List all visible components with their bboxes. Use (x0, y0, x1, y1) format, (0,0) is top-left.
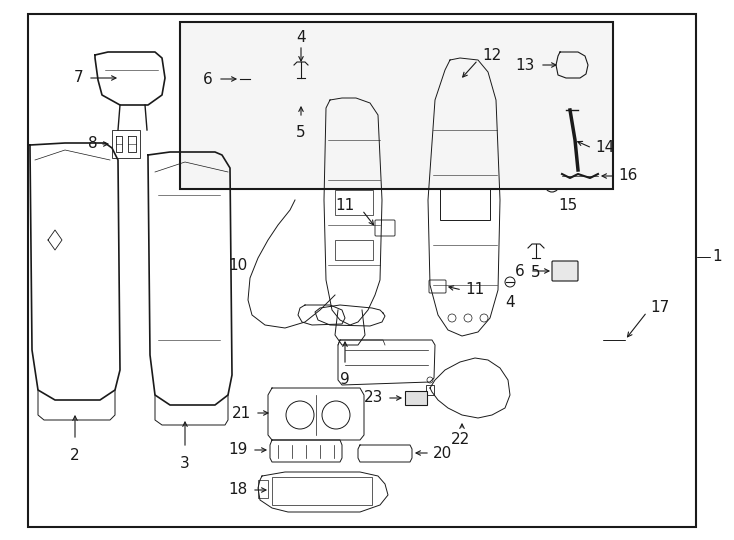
Text: 6: 6 (203, 71, 213, 86)
Text: 4: 4 (505, 295, 515, 310)
Bar (405, 391, 427, 405)
Bar (112, 130, 140, 158)
Text: 13: 13 (515, 57, 535, 72)
Text: 19: 19 (228, 442, 248, 457)
Text: 6: 6 (515, 264, 525, 279)
Text: 1: 1 (712, 249, 722, 264)
Text: 5: 5 (531, 265, 541, 280)
Bar (335, 190, 373, 215)
Text: 16: 16 (618, 168, 637, 184)
Text: 22: 22 (451, 432, 470, 447)
Text: 23: 23 (363, 390, 383, 406)
Text: 12: 12 (482, 48, 501, 63)
Text: 17: 17 (650, 300, 669, 315)
Text: 9: 9 (340, 372, 350, 387)
Text: 11: 11 (465, 282, 484, 298)
Text: 14: 14 (595, 140, 614, 156)
Text: 10: 10 (229, 258, 248, 273)
Bar (335, 145, 373, 170)
Text: 8: 8 (88, 137, 98, 152)
Text: 21: 21 (232, 406, 251, 421)
Text: 3: 3 (180, 456, 190, 471)
Text: 5: 5 (297, 125, 306, 140)
Bar (258, 480, 268, 498)
Bar (572, 62, 580, 72)
Bar (180, 22, 613, 189)
Text: 18: 18 (229, 483, 248, 497)
Text: 4: 4 (297, 30, 306, 45)
Text: 11: 11 (335, 198, 355, 213)
FancyBboxPatch shape (552, 261, 578, 281)
Bar (335, 240, 373, 260)
Text: 15: 15 (558, 198, 577, 213)
Bar (562, 62, 570, 72)
Bar (272, 477, 372, 505)
Text: 7: 7 (73, 71, 83, 85)
Bar (250, 68, 278, 90)
Text: 2: 2 (70, 448, 80, 463)
Bar (426, 385, 434, 395)
Text: 20: 20 (433, 446, 452, 461)
Bar (440, 125, 490, 220)
